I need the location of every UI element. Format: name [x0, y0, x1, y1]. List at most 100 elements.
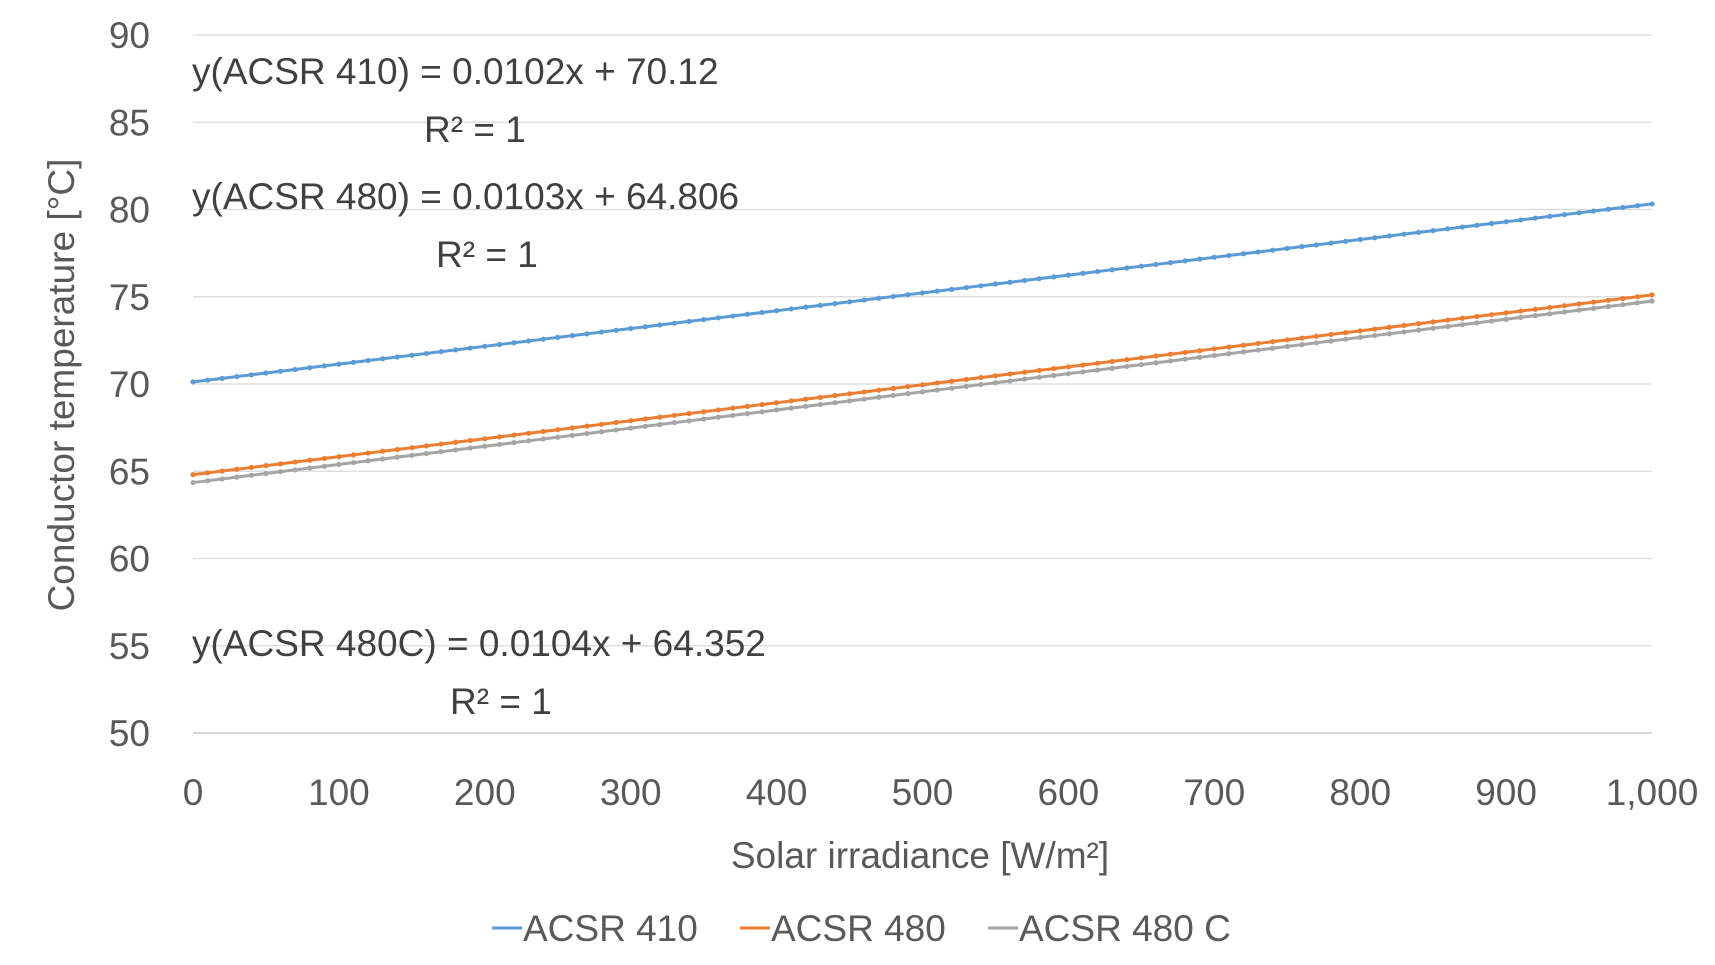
series-acsr-480-c [190, 298, 1655, 486]
data-point [598, 421, 605, 427]
data-point [365, 357, 371, 364]
data-point [949, 378, 955, 384]
data-point [1022, 376, 1028, 382]
data-point [715, 407, 721, 413]
data-point [1007, 371, 1013, 377]
data-point [1036, 276, 1042, 282]
data-point [482, 443, 488, 449]
data-point [1459, 224, 1465, 230]
data-point [394, 446, 400, 453]
data-point [1620, 204, 1626, 211]
data-point [1255, 249, 1261, 255]
data-point [1211, 346, 1217, 352]
r2-acsr-480c: R² = 1 [450, 681, 552, 722]
data-point [774, 400, 780, 406]
data-point [1532, 306, 1538, 312]
data-point [365, 458, 371, 464]
r2-acsr-410: R² = 1 [424, 109, 526, 150]
data-point [438, 349, 444, 355]
data-point [1036, 367, 1042, 373]
data-point [1299, 335, 1305, 341]
data-point [1386, 331, 1392, 337]
data-point [1109, 365, 1115, 371]
data-point [817, 401, 823, 408]
data-point [598, 329, 605, 335]
data-point [453, 347, 459, 353]
data-point [540, 436, 546, 442]
x-tick-label: 700 [1183, 772, 1245, 813]
data-point [1561, 212, 1568, 218]
data-point [555, 434, 561, 440]
data-point [1415, 229, 1422, 235]
data-point [1197, 256, 1203, 262]
data-point [598, 429, 605, 435]
data-point [555, 427, 561, 433]
data-point [1576, 210, 1582, 216]
data-point [190, 479, 196, 486]
data-point [307, 465, 313, 471]
data-point [321, 463, 327, 469]
data-point [307, 457, 313, 463]
data-point [1503, 316, 1509, 322]
data-point [1167, 351, 1174, 357]
data-point [1007, 378, 1013, 384]
data-point [277, 461, 284, 467]
data-point [277, 368, 284, 374]
data-point [1153, 353, 1159, 359]
data-point [1401, 329, 1407, 335]
data-point [846, 299, 853, 305]
data-point [350, 459, 357, 466]
data-point [1445, 323, 1451, 330]
data-point [525, 430, 532, 436]
data-point [671, 420, 678, 426]
data-point [1576, 301, 1582, 307]
data-point [657, 322, 663, 328]
y-axis-ticks: 50 55 60 65 70 75 80 85 90 [109, 15, 150, 754]
legend-label: ACSR 480 [771, 908, 946, 949]
data-point [1328, 331, 1334, 338]
x-tick-label: 100 [308, 772, 370, 813]
data-point [628, 418, 634, 424]
data-point [1036, 374, 1042, 380]
data-point [613, 327, 619, 333]
data-point [438, 441, 444, 447]
series-group [190, 201, 1655, 486]
data-point [423, 450, 430, 457]
data-point [701, 317, 707, 323]
data-point [380, 356, 386, 362]
data-point [1167, 260, 1174, 266]
data-point [1634, 300, 1641, 306]
data-point [190, 379, 196, 385]
data-point [409, 352, 415, 358]
data-point [890, 293, 896, 300]
data-point [219, 375, 225, 381]
data-point [846, 391, 853, 397]
data-point [234, 373, 240, 380]
data-point [876, 394, 882, 400]
data-point [1415, 321, 1422, 327]
data-point [555, 334, 561, 341]
data-point [788, 398, 794, 404]
data-point [978, 374, 984, 381]
y-tick-label: 65 [109, 451, 150, 492]
data-point [1255, 347, 1261, 353]
data-point [1459, 315, 1465, 321]
data-point [730, 313, 736, 319]
data-point [453, 447, 459, 453]
data-point [1284, 245, 1290, 252]
data-point [234, 466, 240, 472]
x-tick-label: 300 [600, 772, 662, 813]
data-point [248, 472, 254, 478]
data-point [1343, 330, 1349, 336]
data-point [409, 452, 415, 458]
x-axis-ticks: 0 100 200 300 400 500 600 700 800 900 1,000 [183, 772, 1699, 813]
data-point [365, 450, 371, 456]
data-point [467, 345, 473, 351]
data-point [1124, 363, 1130, 370]
data-point [336, 454, 342, 460]
series-acsr-480 [190, 292, 1655, 478]
data-point [846, 398, 853, 404]
data-point [1401, 231, 1407, 237]
data-point [1211, 254, 1217, 260]
data-point [569, 432, 575, 438]
